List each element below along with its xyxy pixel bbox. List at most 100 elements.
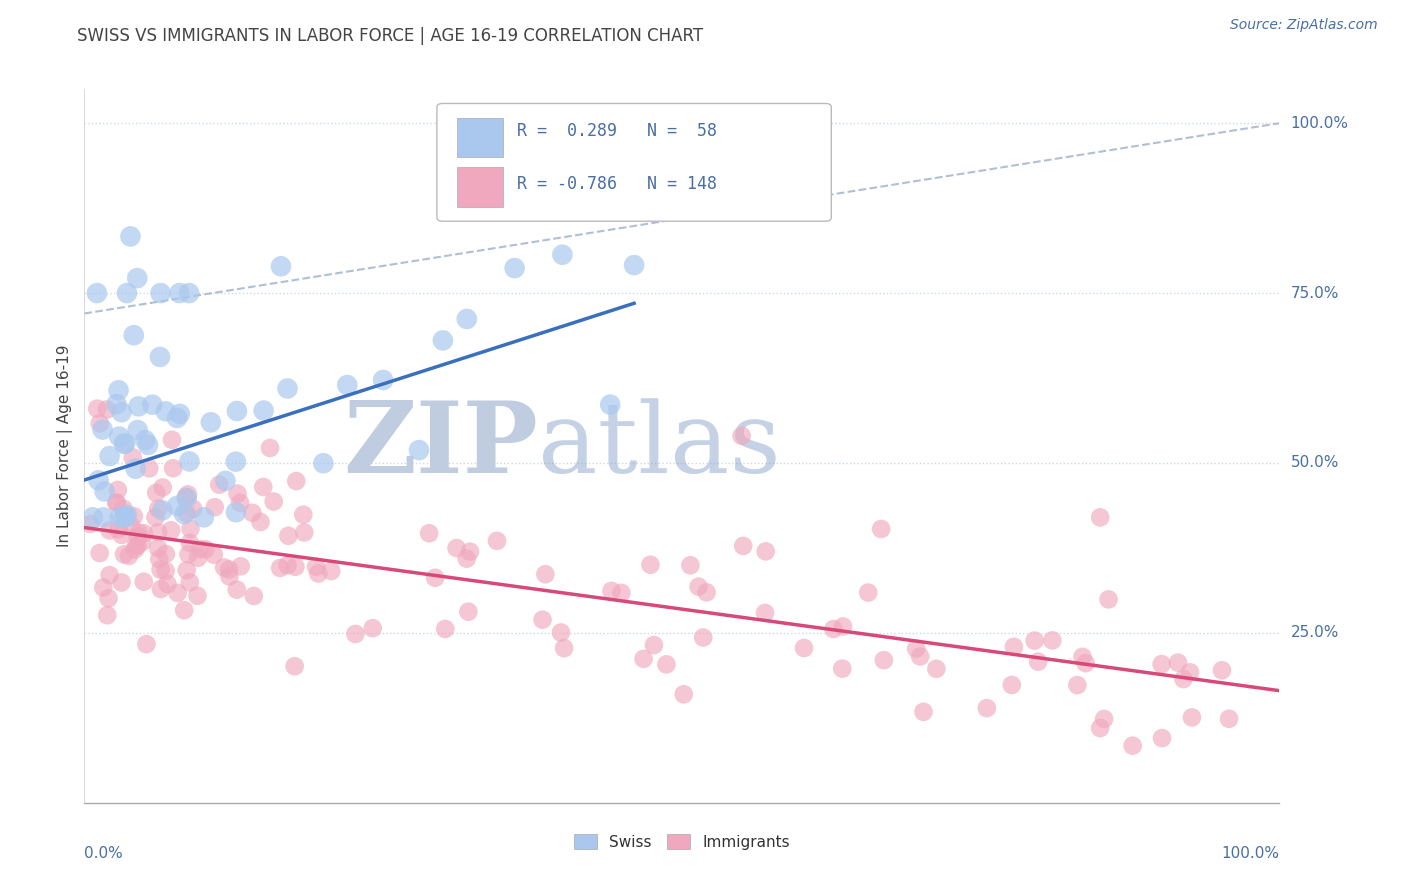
Point [870,522,893,536]
Point [194,542,217,557]
Point [179,454,201,468]
Point [623,258,645,272]
Point [186,589,208,603]
Point [1173,672,1195,686]
Point [373,373,395,387]
FancyBboxPatch shape [437,103,831,221]
Point [156,577,179,591]
Point [96,608,118,623]
Point [249,515,271,529]
Point [731,429,754,443]
Point [145,486,167,500]
Point [1211,663,1233,677]
Point [534,567,557,582]
Point [292,508,315,522]
Text: ZIP: ZIP [343,398,538,494]
Point [127,423,149,437]
Point [1097,592,1119,607]
Point [105,495,128,509]
Point [312,456,335,470]
Point [456,312,478,326]
Point [307,566,329,581]
Point [1092,712,1115,726]
Point [149,286,172,301]
Point [155,547,177,561]
Point [174,490,197,504]
Point [176,491,198,506]
Point [688,580,710,594]
Point [108,510,131,524]
Text: 100.0%: 100.0% [1222,846,1279,861]
Point [208,477,231,491]
Point [550,625,572,640]
Point [127,271,149,285]
Point [107,522,129,536]
Point [733,539,755,553]
Point [179,575,201,590]
Text: R =  0.289   N =  58: R = 0.289 N = 58 [517,122,717,140]
Point [240,506,263,520]
Point [188,542,211,557]
Point [124,461,146,475]
Point [226,404,249,418]
Point [114,436,136,450]
Point [292,525,315,540]
Point [107,483,129,497]
Point [122,328,145,343]
Point [91,423,114,437]
Point [277,382,299,396]
Point [98,524,121,538]
Point [108,429,131,443]
Point [166,499,188,513]
Point [692,631,714,645]
Point [423,571,446,585]
Point [1071,649,1094,664]
Point [640,558,662,572]
Point [124,542,146,557]
Point [276,558,298,573]
Point [259,441,281,455]
Point [1090,510,1112,524]
Point [149,350,172,364]
Point [160,433,183,447]
Point [169,407,191,421]
Point [458,544,481,558]
Point [214,474,236,488]
Point [112,436,135,450]
Point [284,559,307,574]
Point [1181,710,1204,724]
Point [336,378,359,392]
Point [121,450,143,465]
Point [1178,665,1201,680]
Point [128,525,150,540]
Point [831,662,853,676]
Point [93,484,115,499]
Point [115,510,138,524]
Point [146,525,169,540]
Point [229,496,252,510]
Point [1002,640,1025,654]
Point [149,582,172,596]
Point [132,526,155,541]
Point [270,260,292,274]
Point [225,582,247,597]
Point [141,398,163,412]
Point [105,496,128,510]
Point [97,591,120,606]
Text: 75.0%: 75.0% [1291,285,1339,301]
Point [344,627,367,641]
Point [679,558,702,573]
Point [176,563,198,577]
Point [1150,657,1173,672]
Point [912,705,935,719]
Text: R = -0.786   N = 148: R = -0.786 N = 148 [517,176,717,194]
Point [1167,656,1189,670]
Point [305,559,328,574]
Text: 25.0%: 25.0% [1291,625,1339,640]
Point [136,438,159,452]
Point [277,529,299,543]
Point [148,552,170,566]
Point [643,638,665,652]
Point [225,455,247,469]
Point [110,575,132,590]
